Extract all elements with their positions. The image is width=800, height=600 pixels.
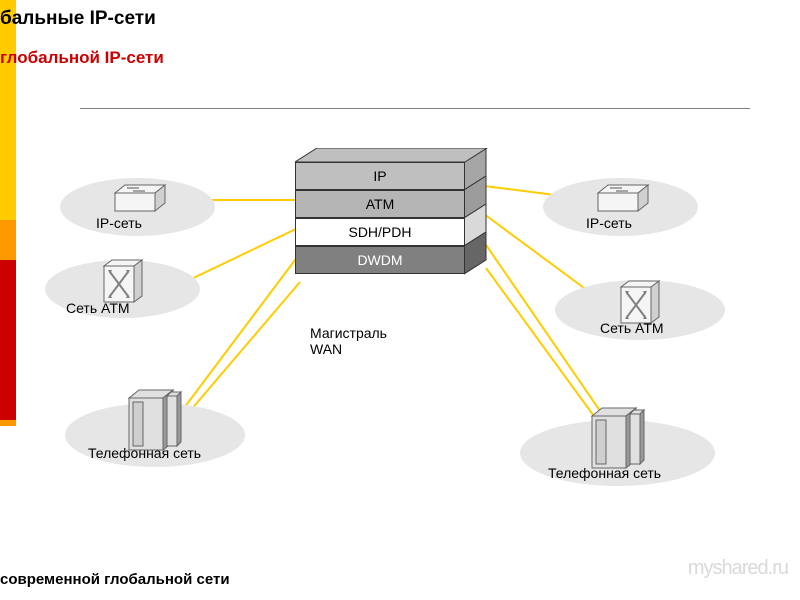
page-title: бальные IP-сети: [0, 8, 156, 30]
stack-layer-ip: IP: [295, 162, 465, 190]
stack-layer-sdh-pdh: SDH/PDH: [295, 218, 465, 246]
watermark: myshared.ru: [688, 557, 788, 580]
pbx-icon: [586, 404, 650, 474]
node-label: Телефонная сеть: [548, 465, 661, 481]
stack-layer-dwdm: DWDM: [295, 246, 465, 274]
stack-caption: Магистраль WAN: [310, 325, 387, 357]
page-caption: современной глобальной сети: [0, 571, 230, 588]
network-diagram: IP-сеть Сеть ATM Телефонная сеть IP-сеть…: [0, 100, 800, 560]
page-subtitle: глобальной IP-сети: [0, 48, 164, 68]
stack-layer-atm: ATM: [295, 190, 465, 218]
